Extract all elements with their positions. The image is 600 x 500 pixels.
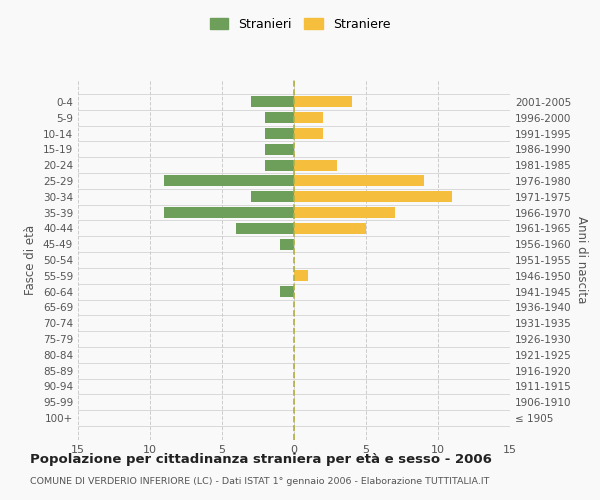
Text: Popolazione per cittadinanza straniera per età e sesso - 2006: Popolazione per cittadinanza straniera p… xyxy=(30,452,492,466)
Y-axis label: Anni di nascita: Anni di nascita xyxy=(575,216,588,304)
Bar xyxy=(280,238,294,250)
Bar xyxy=(294,128,323,139)
Bar xyxy=(294,160,337,170)
Bar xyxy=(236,223,294,234)
Bar xyxy=(164,176,294,186)
Bar xyxy=(294,112,323,123)
Bar xyxy=(265,160,294,170)
Bar xyxy=(280,286,294,297)
Bar xyxy=(265,144,294,155)
Bar xyxy=(294,176,424,186)
Bar xyxy=(251,191,294,202)
Legend: Stranieri, Straniere: Stranieri, Straniere xyxy=(206,14,394,34)
Bar xyxy=(294,96,352,108)
Bar xyxy=(265,112,294,123)
Bar xyxy=(294,270,308,281)
Text: COMUNE DI VERDERIO INFERIORE (LC) - Dati ISTAT 1° gennaio 2006 - Elaborazione TU: COMUNE DI VERDERIO INFERIORE (LC) - Dati… xyxy=(30,478,490,486)
Bar xyxy=(251,96,294,108)
Bar xyxy=(294,207,395,218)
Bar xyxy=(265,128,294,139)
Bar xyxy=(294,191,452,202)
Y-axis label: Fasce di età: Fasce di età xyxy=(25,225,37,295)
Bar xyxy=(164,207,294,218)
Bar xyxy=(294,223,366,234)
